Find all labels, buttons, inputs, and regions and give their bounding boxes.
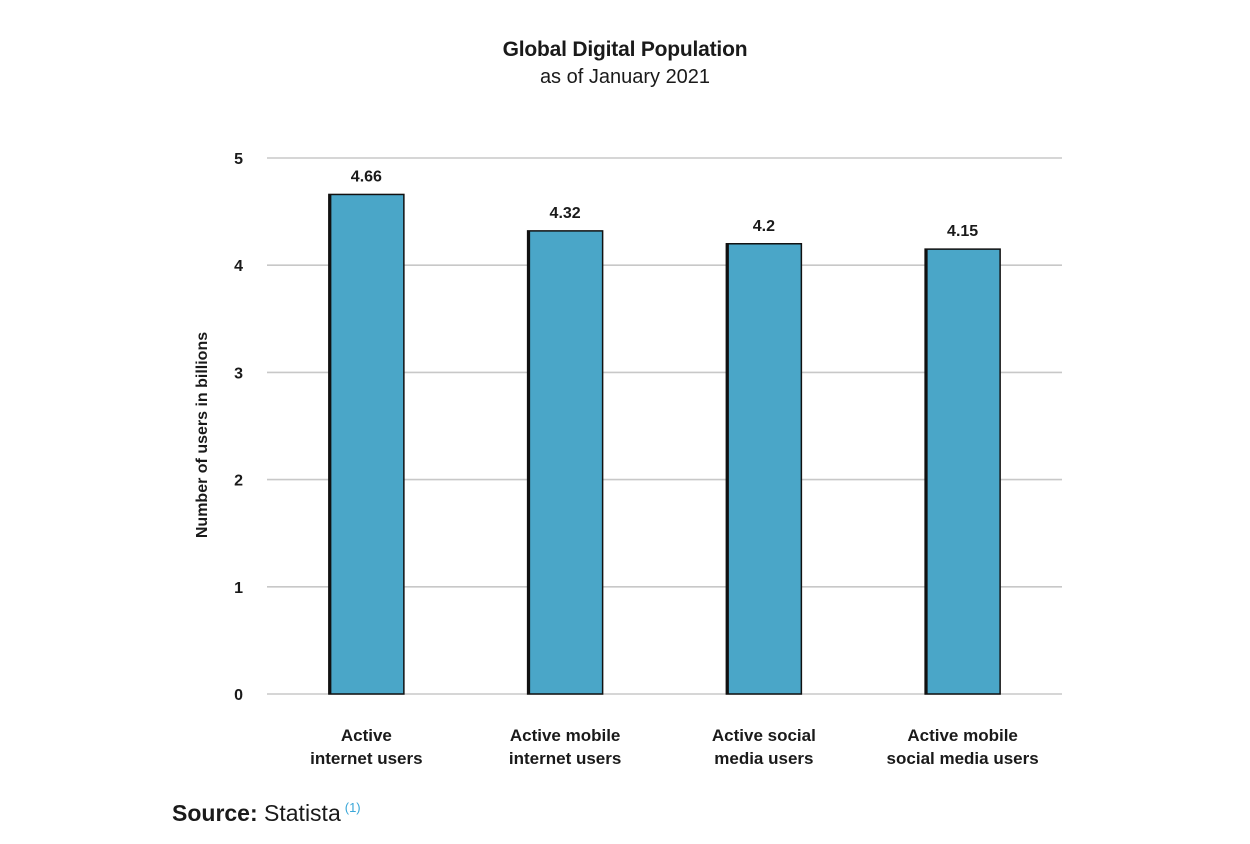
data-label: 4.66 <box>351 168 382 185</box>
y-tick-label: 0 <box>234 687 243 704</box>
source-line: Source: Statista (1) <box>172 800 361 827</box>
source-reference-link[interactable]: (1) <box>344 800 361 816</box>
x-axis-categories: Active internet users Active mobile interne… <box>310 726 1039 768</box>
bar <box>725 243 803 695</box>
x-category-label: Active social <box>712 726 816 745</box>
y-axis-ticks: 0 1 2 3 4 5 <box>234 151 243 704</box>
data-labels: 4.66 4.32 4.2 4.15 <box>351 168 978 240</box>
x-category-label: media users <box>714 749 813 768</box>
y-tick-label: 5 <box>234 151 243 168</box>
y-tick-label: 2 <box>234 473 243 490</box>
bar-chart: 0 1 2 3 4 5 4.66 4.32 4.2 4.15 Active internet us… <box>194 151 1062 768</box>
source-text: Statista <box>264 800 341 826</box>
y-tick-label: 1 <box>234 580 243 597</box>
y-tick-label: 4 <box>234 258 243 275</box>
x-category-label: social media users <box>887 749 1039 768</box>
bar <box>924 248 1001 695</box>
data-label: 4.2 <box>753 218 775 235</box>
source-label: Source: <box>172 800 258 826</box>
bar <box>328 193 405 695</box>
bars <box>328 193 1001 695</box>
bar <box>526 230 604 695</box>
y-tick-label: 3 <box>234 365 243 382</box>
x-category-label: internet users <box>509 749 621 768</box>
x-category-label: Active mobile <box>907 726 1018 745</box>
x-category-label: Active <box>341 726 392 745</box>
data-label: 4.32 <box>550 205 581 222</box>
x-category-label: Active mobile <box>510 726 621 745</box>
chart-title: Global Digital Population <box>502 38 748 61</box>
x-category-label: internet users <box>310 749 422 768</box>
chart-subtitle: as of January 2021 <box>539 66 711 88</box>
y-axis-label: Number of users in billions <box>194 332 211 538</box>
data-label: 4.15 <box>947 223 978 240</box>
